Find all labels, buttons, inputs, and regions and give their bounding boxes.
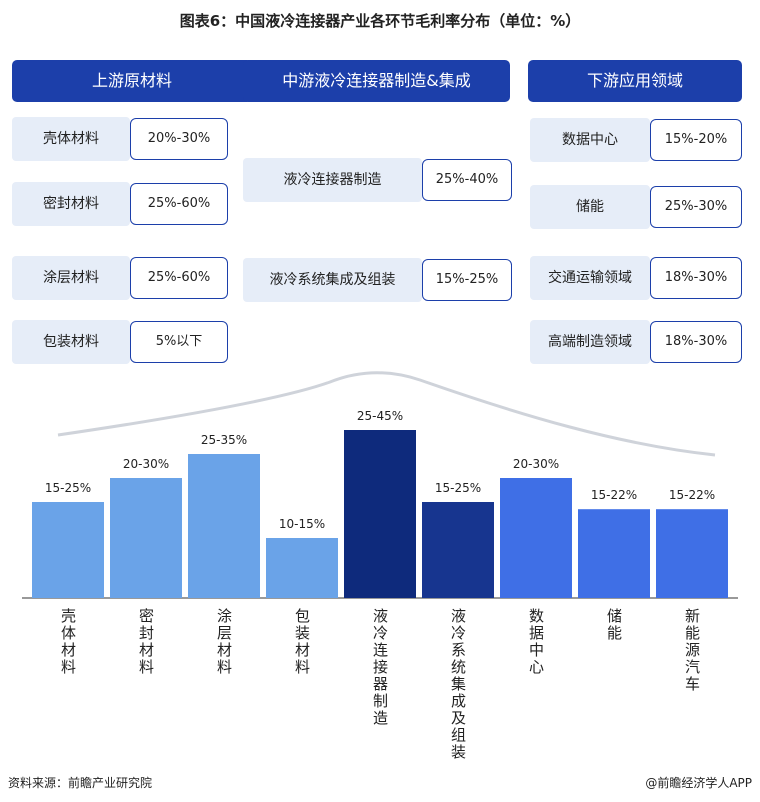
item-name: 高端制造领域 <box>530 320 650 364</box>
bar <box>266 538 338 598</box>
item-range: 20%-30% <box>130 118 228 160</box>
x-tick-label: 包装材料 <box>293 608 311 676</box>
value-label: 15-25% <box>435 481 481 495</box>
bar <box>578 509 650 598</box>
x-tick-label: 涂层材料 <box>215 608 233 676</box>
item-name: 密封材料 <box>12 182 130 226</box>
value-label: 25-45% <box>357 409 403 423</box>
item-range: 18%-30% <box>650 257 742 299</box>
item-range: 25%-40% <box>422 159 512 201</box>
bar <box>344 430 416 598</box>
item-range: 15%-25% <box>422 259 512 301</box>
x-tick-label: 液冷系统集成及组装 <box>449 608 467 761</box>
x-tick-label: 储能 <box>605 608 623 642</box>
item-range: 18%-30% <box>650 321 742 363</box>
value-label: 10-15% <box>279 517 325 531</box>
item-range: 15%-20% <box>650 119 742 161</box>
item-name: 包装材料 <box>12 320 130 364</box>
bar <box>110 478 182 598</box>
section-header: 上游原材料 <box>12 60 252 102</box>
page-title: 图表6：中国液冷连接器产业各环节毛利率分布（单位：%） <box>179 12 581 30</box>
x-tick-label: 密封材料 <box>137 608 155 676</box>
bar <box>656 509 728 598</box>
item-name: 数据中心 <box>530 118 650 162</box>
value-label: 25-35% <box>201 433 247 447</box>
x-tick-label: 壳体材料 <box>59 608 77 676</box>
value-label: 15-22% <box>591 488 637 502</box>
item-name: 液冷系统集成及组装 <box>243 258 422 302</box>
item-name: 涂层材料 <box>12 256 130 300</box>
item-name: 储能 <box>530 185 650 229</box>
value-label: 20-30% <box>513 457 559 471</box>
x-tick-label: 液冷连接器制造 <box>371 608 389 727</box>
x-tick-label: 数据中心 <box>527 608 545 676</box>
item-range: 25%-30% <box>650 186 742 228</box>
bar <box>422 502 494 598</box>
trend-curve <box>57 371 716 457</box>
brand: @前瞻经济学人APP <box>645 776 752 790</box>
item-range: 25%-60% <box>130 183 228 225</box>
section-header: 下游应用领域 <box>528 60 742 102</box>
x-tick-label: 新能源汽车 <box>683 608 701 693</box>
bar <box>188 454 260 598</box>
item-name: 液冷连接器制造 <box>243 158 422 202</box>
bar <box>500 478 572 598</box>
source: 资料来源：前瞻产业研究院 <box>8 776 153 790</box>
item-name: 交通运输领域 <box>530 256 650 300</box>
item-range: 25%-60% <box>130 257 228 299</box>
bar <box>32 502 104 598</box>
item-range: 5%以下 <box>130 321 228 363</box>
section-header: 中游液冷连接器制造&集成 <box>243 60 510 102</box>
value-label: 15-22% <box>669 488 715 502</box>
value-label: 15-25% <box>45 481 91 495</box>
item-name: 壳体材料 <box>12 117 130 161</box>
value-label: 20-30% <box>123 457 169 471</box>
